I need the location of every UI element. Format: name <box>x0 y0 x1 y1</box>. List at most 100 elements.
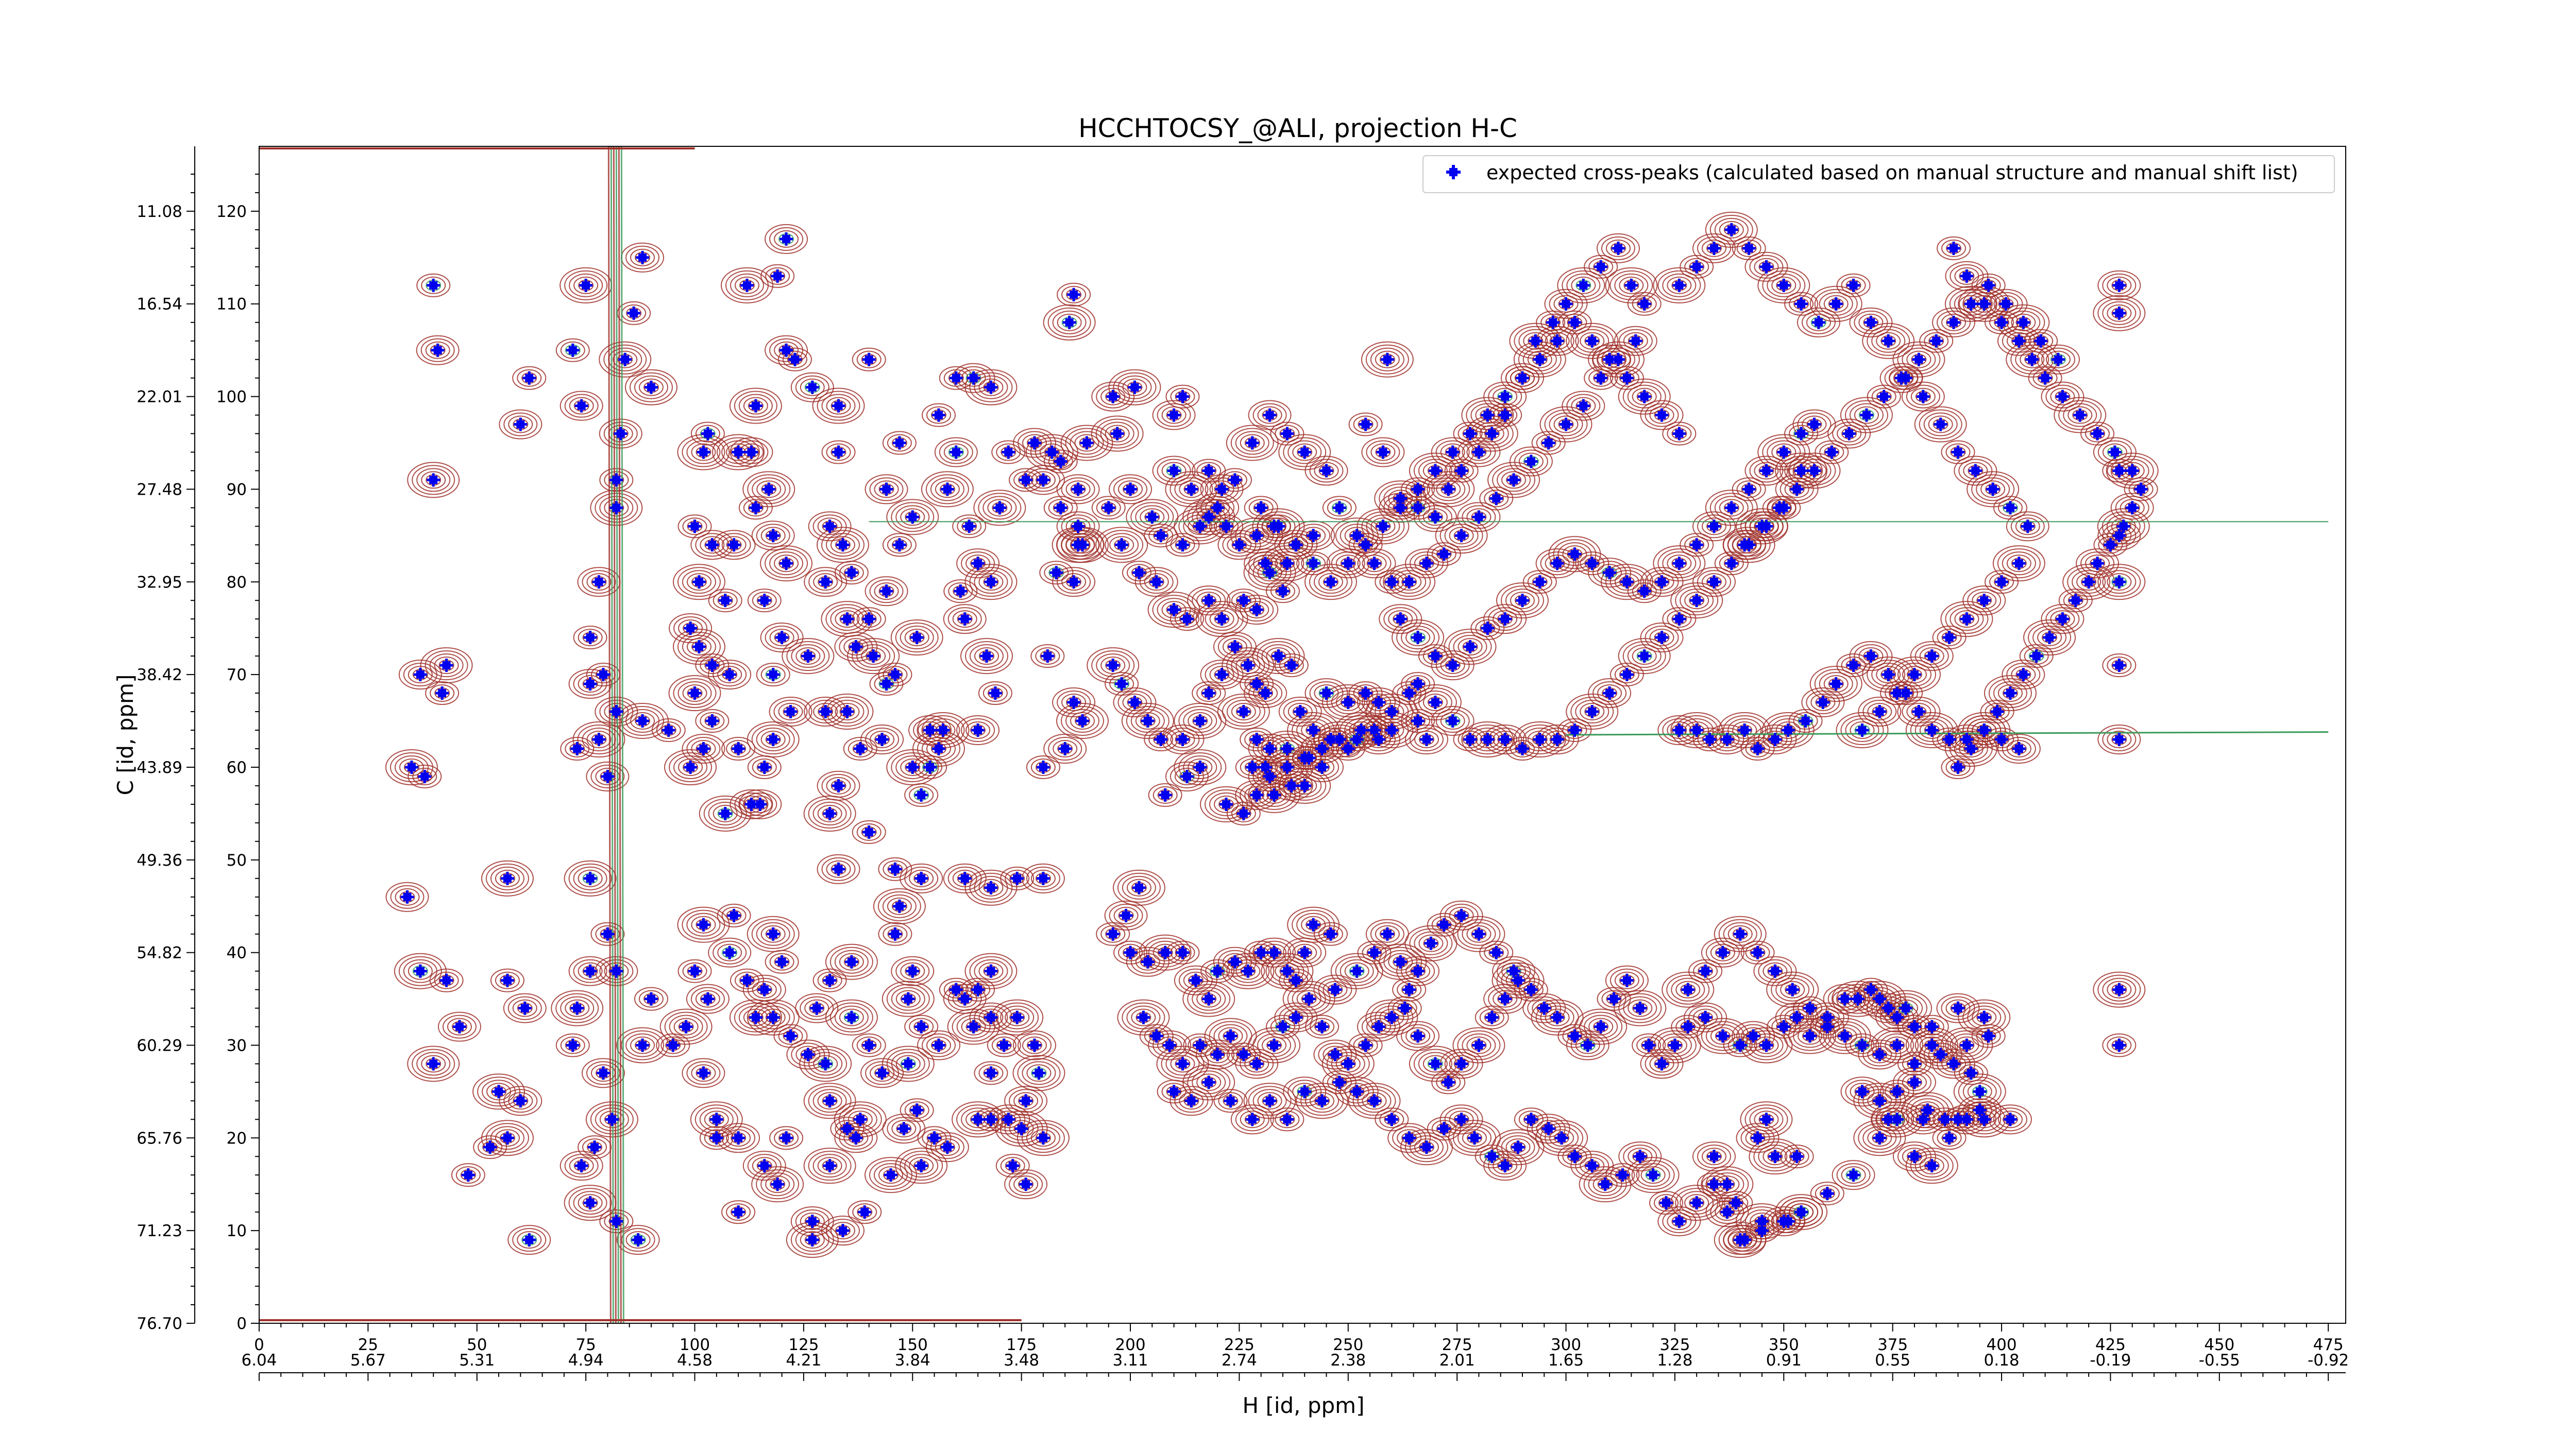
peak-contour <box>708 660 752 690</box>
cross-peak-point <box>592 575 606 589</box>
x-point-tick-label: 125 <box>788 1336 819 1354</box>
cross-peak-point <box>1568 547 1582 561</box>
cross-peak-point <box>1402 983 1416 997</box>
cross-peak-point <box>958 992 972 1006</box>
cross-peak-point <box>1454 464 1468 478</box>
cross-peak-point <box>1820 1010 1834 1024</box>
x-point-tick-label: 325 <box>1659 1336 1690 1354</box>
cross-peak-point <box>1428 696 1442 710</box>
peak-contour <box>1614 990 1667 1026</box>
cross-peak-point <box>1163 1038 1177 1052</box>
cross-peak-point <box>1637 584 1651 598</box>
peak-contour <box>1605 267 1658 304</box>
peak-contour <box>1170 1086 1213 1116</box>
cross-peak-point <box>574 1159 588 1173</box>
x-ppm-tick-label: 2.01 <box>1439 1351 1475 1370</box>
y-point-tick-label: 10 <box>227 1222 247 1240</box>
cross-peak-point <box>723 668 737 682</box>
cross-peak-point <box>431 343 445 357</box>
cross-peak-point <box>2034 334 2048 348</box>
cross-peak-point <box>1332 501 1346 515</box>
cross-peak-point <box>427 278 440 292</box>
cross-peak-point <box>727 538 741 552</box>
cross-peak-point <box>1568 315 1582 329</box>
cross-peak-point <box>1176 1057 1190 1071</box>
cross-peak-point <box>1485 427 1499 441</box>
peak-contour <box>1775 474 1819 504</box>
cross-peak-point <box>1855 723 1869 737</box>
cross-peak-point <box>2112 732 2126 746</box>
cross-peak-point <box>500 871 514 885</box>
peak-contour <box>2106 452 2159 489</box>
cross-peak-point <box>2051 352 2065 366</box>
cross-peak-point <box>1010 1010 1024 1024</box>
cross-peak-point <box>1925 723 1939 737</box>
cross-peak-point <box>1028 436 1042 450</box>
y-ppm-tick-label: 71.23 <box>137 1222 182 1240</box>
cross-peak-point <box>1724 557 1738 570</box>
cross-peak-point <box>1241 659 1255 672</box>
cross-peak-point <box>923 760 937 774</box>
cross-peak-point <box>1446 445 1460 459</box>
cross-peak-point <box>1855 1038 1869 1052</box>
x-point-tick-label: 75 <box>575 1336 596 1354</box>
y-point-tick-label: 120 <box>216 203 247 221</box>
cross-peak-point <box>1637 390 1651 403</box>
cross-peak-point <box>1699 964 1713 978</box>
cross-peak-point <box>1559 297 1573 311</box>
x-ppm-tick-label: -0.92 <box>2308 1351 2349 1370</box>
cross-peak-point <box>949 371 963 385</box>
cross-peak-point <box>1890 1085 1904 1099</box>
y-ppm-tick-label: 27.48 <box>137 480 182 499</box>
cross-peak-point <box>1062 315 1076 329</box>
peak-contour <box>2023 619 2076 656</box>
peak-contour <box>1940 601 1993 637</box>
cross-peak-point <box>1807 464 1821 478</box>
cross-peak-point <box>1158 788 1172 802</box>
peak-contour <box>499 1086 543 1116</box>
cross-peak-point <box>1794 427 1808 441</box>
cross-peak-point <box>1515 371 1529 385</box>
cross-peak-point <box>766 732 780 746</box>
cross-peak-point <box>404 760 418 774</box>
cross-peak-point <box>849 1131 863 1145</box>
cross-peak-point <box>888 668 902 682</box>
cross-peak-point <box>1280 964 1294 978</box>
cross-peak-point <box>757 983 771 997</box>
cross-peak-point <box>1145 510 1159 524</box>
cross-peak-point <box>1777 278 1791 292</box>
cross-peak-point <box>1816 696 1830 710</box>
cross-peak-point <box>2112 1038 2126 1052</box>
cross-peak-point <box>723 946 737 959</box>
cross-peak-point <box>1995 315 2009 329</box>
peak-contour <box>1056 474 1100 504</box>
cross-peak-point <box>1437 918 1451 932</box>
cross-peak-point <box>514 1094 528 1108</box>
cross-peak-point <box>1298 1085 1312 1099</box>
cross-peak-point <box>1690 1196 1704 1210</box>
cross-peak-point <box>1720 1205 1734 1219</box>
cross-peak-point <box>1380 927 1394 941</box>
cross-peak-point <box>1319 686 1333 700</box>
y-point-tick-label: 100 <box>216 388 247 407</box>
cross-peak-point <box>596 1066 610 1080</box>
y-point-tick-label: 90 <box>227 480 247 499</box>
peak-contour <box>1984 675 2037 712</box>
cross-peak-point <box>1189 973 1202 987</box>
cross-peak-point <box>1981 1029 1995 1043</box>
cross-peak-point <box>1707 575 1721 589</box>
cross-peak-point <box>1245 1113 1259 1126</box>
peak-contour <box>720 267 773 304</box>
peak-contour <box>1496 582 1549 619</box>
y-axis-label: C [id, ppm] <box>113 675 138 796</box>
cross-peak-point <box>984 1113 998 1126</box>
cross-peak-point <box>1176 946 1190 959</box>
cross-peak-point <box>1637 297 1651 311</box>
cross-peak-point <box>688 686 702 700</box>
cross-peak-point <box>1541 1122 1555 1136</box>
cross-peak-point <box>1371 696 1385 710</box>
cross-peak-point <box>1284 779 1298 793</box>
cross-peak-point <box>1298 445 1312 459</box>
cross-peak-point <box>766 529 780 543</box>
cross-peak-point <box>1964 297 1978 311</box>
